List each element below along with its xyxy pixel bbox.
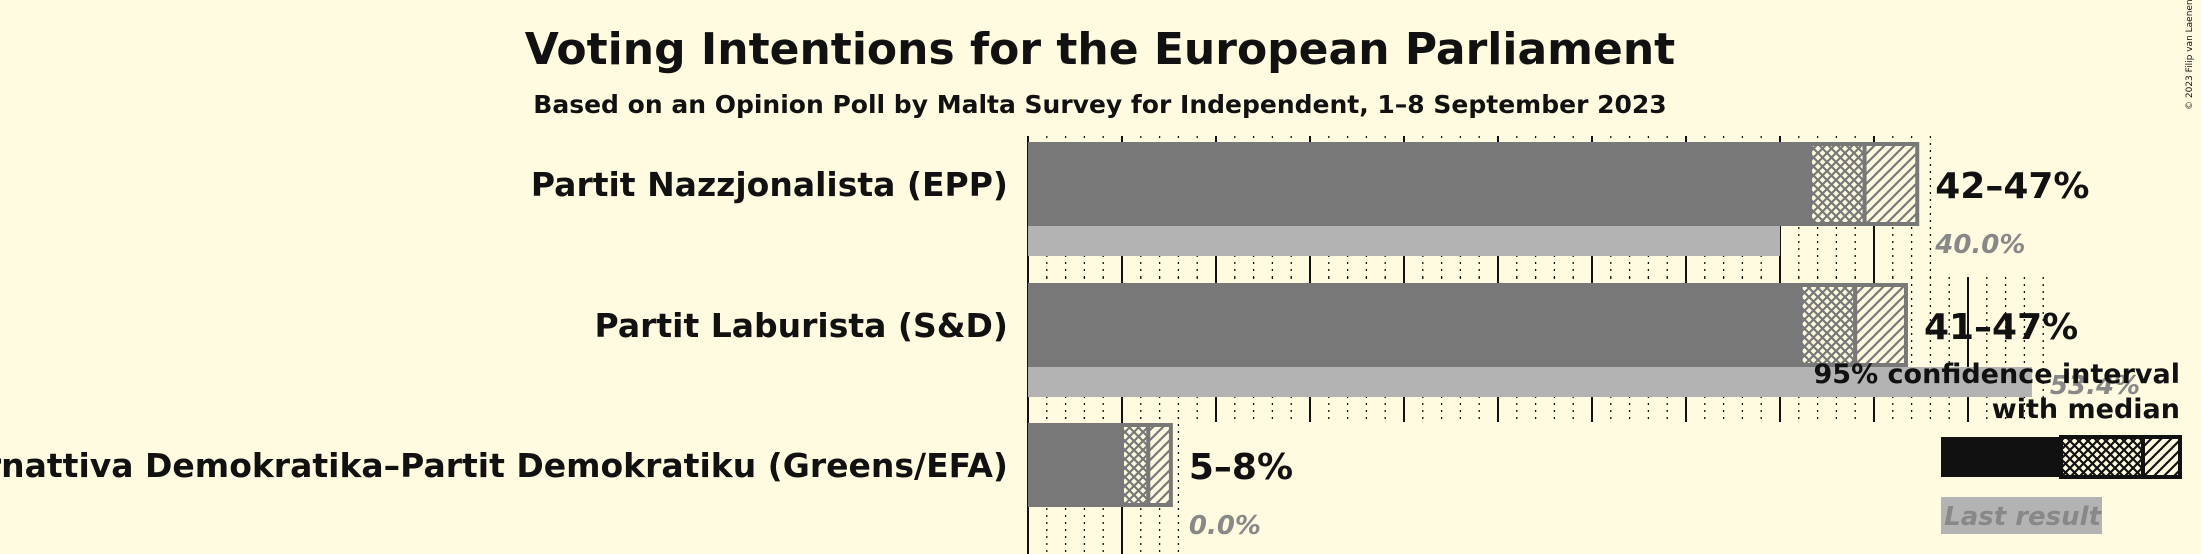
- last-result-bar: [1028, 226, 1780, 256]
- chart-title: Voting Intentions for the European Parli…: [525, 24, 1675, 75]
- chart-subtitle: Based on an Opinion Poll by Malta Survey…: [533, 90, 1666, 119]
- last-result-bar: [1028, 367, 2032, 397]
- ci-solid-bar: [1028, 142, 1811, 226]
- labels: Partit Nazzjonalista (EPP) 42–47% 40.0% Par…: [0, 165, 2140, 541]
- bars: [1028, 142, 2032, 507]
- legend-ci-label-line1: 95% confidence interval: [1814, 359, 2180, 390]
- last-result-label: 0.0%: [1189, 511, 1261, 541]
- party-label: Alternattiva Demokratika–Partit Demokrat…: [0, 446, 1008, 485]
- ci-median-to-high-hatch: [1146, 423, 1173, 507]
- ci-median-to-high-hatch: [1862, 142, 1920, 226]
- last-result-label: 53.4%: [2050, 371, 2140, 401]
- ci-solid-bar: [1028, 283, 1801, 367]
- ci-low-to-median-hatch: [1120, 423, 1151, 507]
- ci-solid-bar: [1028, 423, 1122, 507]
- legend-ci-high-hatch-swatch: [2141, 435, 2182, 479]
- party-label: Partit Laburista (S&D): [595, 306, 1008, 345]
- ci-range-label: 41–47%: [1924, 307, 2078, 348]
- legend-ci-low-hatch-swatch: [2059, 435, 2145, 479]
- legend-ci-solid-swatch: [1941, 437, 2061, 477]
- ci-range-label: 42–47%: [1935, 166, 2089, 207]
- legend: 95% confidence interval with median Last…: [1814, 359, 2182, 534]
- last-result-label: 40.0%: [1934, 230, 2025, 260]
- copyright-notice: © 2023 Filip van Laenen: [2185, 0, 2195, 110]
- ci-median-to-high-hatch: [1853, 283, 1908, 367]
- legend-last-result-swatch: [1941, 497, 2102, 534]
- legend-ci-label-line2: with median: [1992, 394, 2180, 425]
- ci-low-to-median-hatch: [1798, 283, 1858, 367]
- ci-range-label: 5–8%: [1189, 447, 1293, 488]
- legend-last-result-label: Last result: [1944, 502, 2102, 532]
- party-label: Partit Nazzjonalista (EPP): [531, 165, 1008, 204]
- ci-low-to-median-hatch: [1808, 142, 1867, 226]
